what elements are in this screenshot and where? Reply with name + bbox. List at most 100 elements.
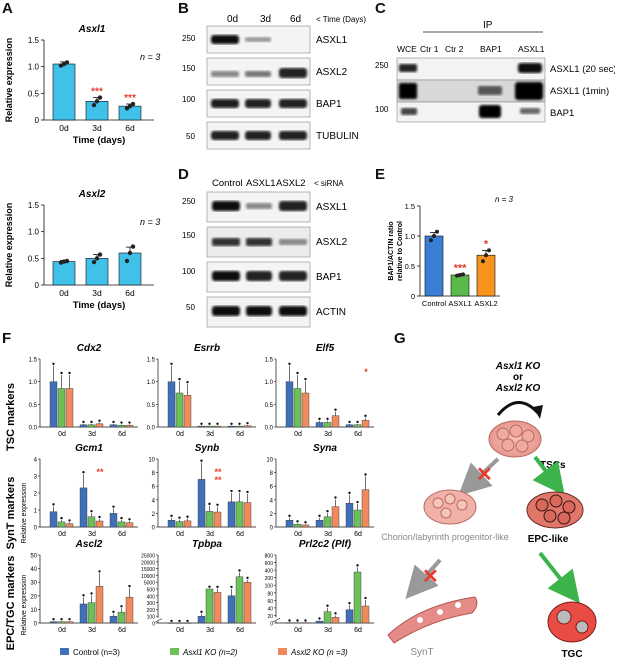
data-point [230, 422, 233, 425]
data-point [82, 594, 85, 597]
data-point [90, 592, 93, 595]
bar [118, 252, 142, 286]
bar [87, 516, 96, 528]
bar [183, 622, 192, 624]
data-point [60, 617, 63, 621]
data-point [246, 421, 249, 425]
chart-title: Esrrb [194, 343, 220, 354]
panel-a-charts: Asxl1 n = 3 0 0.5 1.0 1.5 Relative expression 0… [4, 24, 160, 311]
g-label-or: or [513, 372, 523, 383]
chart-title: Tpbpa [192, 539, 222, 550]
panel-letter-d: D [178, 166, 189, 183]
x-mark-icon: ✕ [476, 464, 493, 486]
bar [235, 501, 244, 528]
row-label: ASXL2 [316, 237, 348, 248]
y-tick-label: 5000 [144, 581, 155, 587]
y-tick-label: 25000 [141, 554, 155, 560]
y-tick-label: 0.0 [29, 426, 38, 432]
x-tick-label: 3d [92, 123, 102, 133]
y-tick-label: 20000 [141, 560, 155, 566]
y-tick-label: 50 [30, 554, 37, 560]
data-point [288, 362, 291, 365]
data-point [60, 371, 63, 375]
bar [450, 274, 470, 297]
x-tick-label: 6d [354, 531, 362, 538]
n-label: n = 3 [495, 195, 514, 204]
bar [117, 521, 126, 528]
x-tick-label: 0d [58, 627, 66, 634]
x-tick-label: 3d [324, 531, 332, 538]
y-tick-label: 30 [30, 581, 37, 587]
data-point [238, 422, 241, 425]
data-point [326, 510, 329, 513]
data-point [52, 617, 55, 621]
bar [197, 425, 206, 428]
g-label-epc: EPC-like [528, 534, 569, 545]
y-tick-label: 40 [267, 606, 273, 612]
data-point [52, 362, 55, 365]
y-tick-label: 0.5 [28, 89, 40, 98]
data-point [64, 258, 70, 264]
y-tick-label: 200 [265, 576, 274, 582]
y-tick-label: 10 [266, 458, 273, 464]
x-tick-label: 3d [88, 627, 96, 634]
chart-title: Ascl2 [75, 539, 103, 550]
data-point [120, 421, 123, 424]
blot-row-asxl1-1min: ASXL1 (1min) [396, 79, 609, 103]
y-tick-label: 1.0 [29, 380, 38, 386]
data-point [348, 420, 351, 424]
bar [315, 422, 324, 428]
data-point [94, 256, 100, 261]
axis-break [271, 615, 281, 623]
y-tick-label: 0 [152, 622, 155, 628]
data-point [170, 514, 173, 518]
mw-marker: 250 [182, 197, 196, 206]
lane-label: Control [212, 178, 243, 189]
blot-row-bap1: 100 BAP1 [182, 261, 342, 293]
chart-title: Synb [195, 443, 219, 454]
x-tick-label: 3d [324, 627, 332, 634]
x-axis-label: Time (days) [73, 135, 126, 146]
panel-letter-a: A [2, 0, 13, 17]
blot-row-asxl2: 150 ASXL2 [182, 226, 348, 258]
data-point [64, 60, 70, 65]
g-label-top: Asxl1 KO [495, 361, 541, 372]
y-tick-label: 60 [267, 599, 273, 605]
ip-label: IP [483, 20, 493, 31]
y-tick-label: 10 [30, 608, 37, 614]
bar [205, 511, 214, 528]
blot-row-asxl1-20s: 250 ASXL1 (20 sec) [375, 57, 615, 81]
x-tick-label: 3d [88, 431, 96, 438]
y-tick-label: 2 [34, 492, 38, 498]
y-tick-label: 1.0 [147, 380, 156, 386]
sig-star: *** [91, 87, 103, 98]
tsc-cluster-icon [488, 420, 542, 458]
bar [49, 381, 58, 428]
bar [315, 620, 324, 624]
bar [345, 424, 354, 428]
row-label-tsc: TSC markers [5, 383, 17, 451]
band [211, 71, 239, 77]
y-tick-label: 1.5 [28, 36, 40, 45]
g-label-tgc: TGC [561, 649, 582, 660]
data-point [98, 419, 101, 422]
mw-marker: 250 [375, 61, 389, 70]
row-label: ASXL1 [316, 202, 348, 213]
y-tick-label: 100 [265, 584, 274, 590]
bar [85, 258, 109, 286]
data-point [304, 377, 307, 381]
data-point [186, 619, 189, 623]
data-point [91, 259, 97, 265]
band [211, 131, 239, 140]
data-point [461, 272, 465, 277]
bar [65, 621, 74, 624]
y-tick-label: 6 [270, 485, 274, 491]
bar [57, 388, 66, 428]
data-point [432, 234, 436, 238]
panel-letter-c: C [375, 0, 386, 17]
bar [213, 425, 222, 428]
y-tick-label: 500 [147, 588, 156, 594]
y-tick-label: 80 [267, 591, 273, 597]
blot-row-bap1: 100 BAP1 [375, 101, 574, 123]
row-label: ASXL1 [316, 35, 348, 46]
